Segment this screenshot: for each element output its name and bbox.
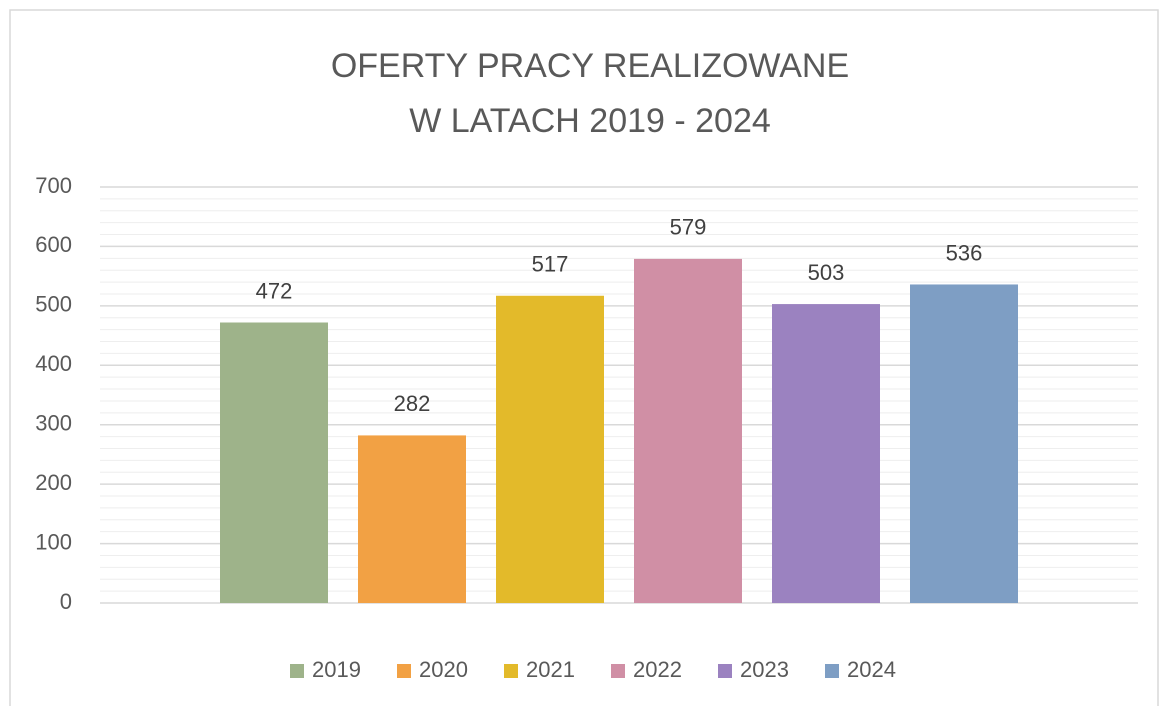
y-tick-label: 700 bbox=[35, 173, 72, 198]
bar bbox=[496, 295, 604, 603]
data-label: 536 bbox=[946, 240, 983, 265]
chart-title: W LATACH 2019 - 2024 bbox=[409, 102, 771, 140]
legend-label: 2021 bbox=[526, 657, 575, 682]
y-tick-label: 600 bbox=[35, 232, 72, 257]
legend-label: 2022 bbox=[633, 657, 682, 682]
y-tick-label: 500 bbox=[35, 292, 72, 317]
legend-swatch bbox=[718, 664, 732, 678]
data-label: 503 bbox=[808, 260, 845, 285]
legend-swatch bbox=[825, 664, 839, 678]
y-tick-label: 100 bbox=[35, 529, 72, 554]
legend-label: 2023 bbox=[740, 657, 789, 682]
y-tick-label: 400 bbox=[35, 351, 72, 376]
data-label: 517 bbox=[532, 252, 569, 277]
y-tick-label: 200 bbox=[35, 470, 72, 495]
data-label: 579 bbox=[670, 215, 707, 240]
bar bbox=[358, 435, 466, 603]
data-label: 472 bbox=[256, 278, 293, 303]
bar bbox=[634, 258, 742, 603]
legend-label: 2019 bbox=[312, 657, 361, 682]
bar bbox=[220, 322, 328, 603]
y-tick-label: 0 bbox=[60, 589, 72, 614]
y-tick-label: 300 bbox=[35, 411, 72, 436]
legend-swatch bbox=[611, 664, 625, 678]
legend-swatch bbox=[290, 664, 304, 678]
bar bbox=[910, 284, 1018, 603]
chart-title: OFERTY PRACY REALIZOWANE bbox=[331, 47, 849, 85]
legend-swatch bbox=[504, 664, 518, 678]
bar bbox=[772, 304, 880, 603]
legend-label: 2020 bbox=[419, 657, 468, 682]
legend-swatch bbox=[397, 664, 411, 678]
data-label: 282 bbox=[394, 391, 431, 416]
legend-label: 2024 bbox=[847, 657, 896, 682]
